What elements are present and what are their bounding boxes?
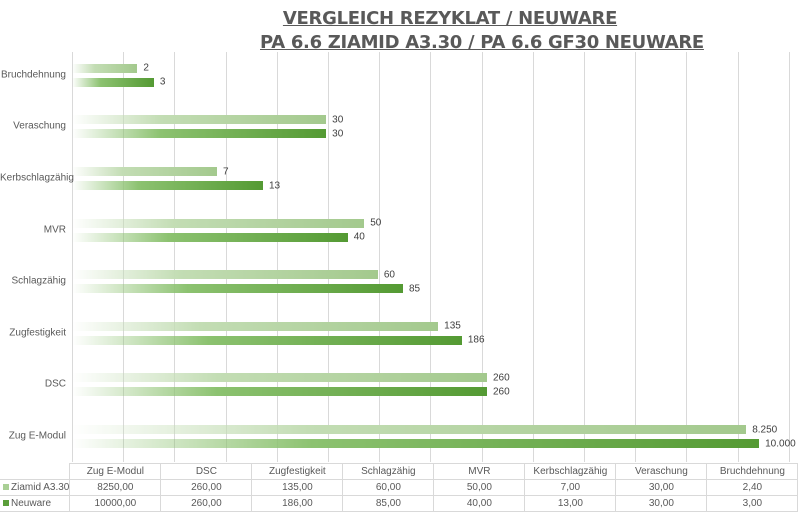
table-cell: 30,00 [615,479,708,496]
table-cell: 50,00 [433,479,526,496]
table-header: Veraschung [615,463,708,480]
chart-title-line-2: PA 6.6 ZIAMID A3.30 / PA 6.6 GF30 NEUWAR… [260,32,704,53]
gridline [174,52,176,462]
table-cell: 10000,00 [69,495,162,512]
bar-ziamid [72,425,747,434]
table-cell: 135,00 [251,479,344,496]
gridline [481,52,483,462]
bar-neuware [72,181,263,190]
bar-neuware [72,232,348,242]
data-label: 50 [370,217,382,229]
bar-ziamid [72,218,365,228]
data-label: 260 [493,386,510,398]
data-label: 135 [444,320,461,332]
gridline [737,52,739,462]
data-label: 30 [332,114,344,126]
data-table: Zug E-Modul DSC Zugfestigkeit Schlagzähig MV… [0,463,799,512]
gridline [225,52,227,462]
data-label: 2 [143,62,149,74]
table-header: Kerbschlagzähig [524,463,617,480]
bar-neuware [72,335,462,345]
table-cell: 60,00 [342,479,435,496]
data-label: 40 [353,231,365,243]
data-label: 8.250 [752,424,778,435]
gridline [276,52,278,462]
bar-ziamid [72,321,439,331]
chart-title-line-1: VERGLEICH REZYKLAT / NEUWARE [282,8,618,29]
data-label: 260 [493,372,510,384]
table-header: Zugfestigkeit [251,463,344,480]
category-label: Zugfestigkeit [9,327,66,339]
gridline [430,52,432,462]
bar-neuware [72,77,154,87]
data-label: 7 [223,166,229,177]
data-label: 85 [408,283,421,295]
table-header: DSC [160,463,253,480]
table-cell: 7,00 [524,479,617,496]
table-cell: 260,00 [160,495,253,512]
table-header: Bruchdehnung [706,463,799,480]
category-label: Zug E-Modul [8,430,66,442]
table-cell: 260,00 [160,479,253,496]
table-corner [0,463,70,480]
legend-key-ziamid [3,484,9,490]
data-label: 30 [332,128,344,140]
category-label: Veraschung [13,120,66,132]
gridline [379,52,381,462]
table-cell: 85,00 [342,495,435,512]
bar-ziamid [72,373,487,383]
category-label: DSC [44,378,66,390]
data-label: 3 [159,76,166,88]
bar-neuware [72,387,487,397]
gridline [686,52,688,462]
legend-key-neuware [3,500,9,506]
table-cell: 13,00 [524,495,617,512]
gridline [123,52,125,462]
category-label: MVR [43,224,66,236]
bar-ziamid [72,115,327,125]
bar-ziamid [72,63,138,73]
legend-neuware: Neuware [0,495,71,512]
legend-label: Ziamid A3.30 [11,482,70,493]
gridline [328,52,329,462]
table-cell: 8250,00 [69,479,162,496]
bar-neuware [72,284,403,294]
category-label: Kerbschlagzähig [0,172,74,184]
table-header: Zug E-Modul [69,463,162,480]
legend-label: Neuware [11,498,52,509]
bar-ziamid [72,167,218,176]
data-label: 10.000 [765,438,796,449]
bar-neuware [72,129,327,139]
data-label: 186 [467,334,485,346]
bar-neuware [72,439,760,448]
legend-ziamid: Ziamid A3.30 [0,479,71,496]
table-cell: 186,00 [251,495,344,512]
gridline [788,52,790,462]
gridline [584,52,585,462]
table-cell: 2,40 [706,479,799,496]
category-label: Schlagzähig [11,275,66,287]
gridline [72,52,73,462]
gridline [532,52,534,462]
category-label: Bruchdehnung [0,69,66,81]
table-header: Schlagzähig [342,463,435,480]
table-cell: 40,00 [433,495,526,512]
gridline [635,52,637,462]
data-label: 60 [383,269,395,281]
table-cell: 30,00 [615,495,708,512]
table-cell: 3,00 [706,495,799,512]
bar-ziamid [72,270,378,280]
table-header: MVR [433,463,526,480]
data-label: 13 [268,180,281,191]
